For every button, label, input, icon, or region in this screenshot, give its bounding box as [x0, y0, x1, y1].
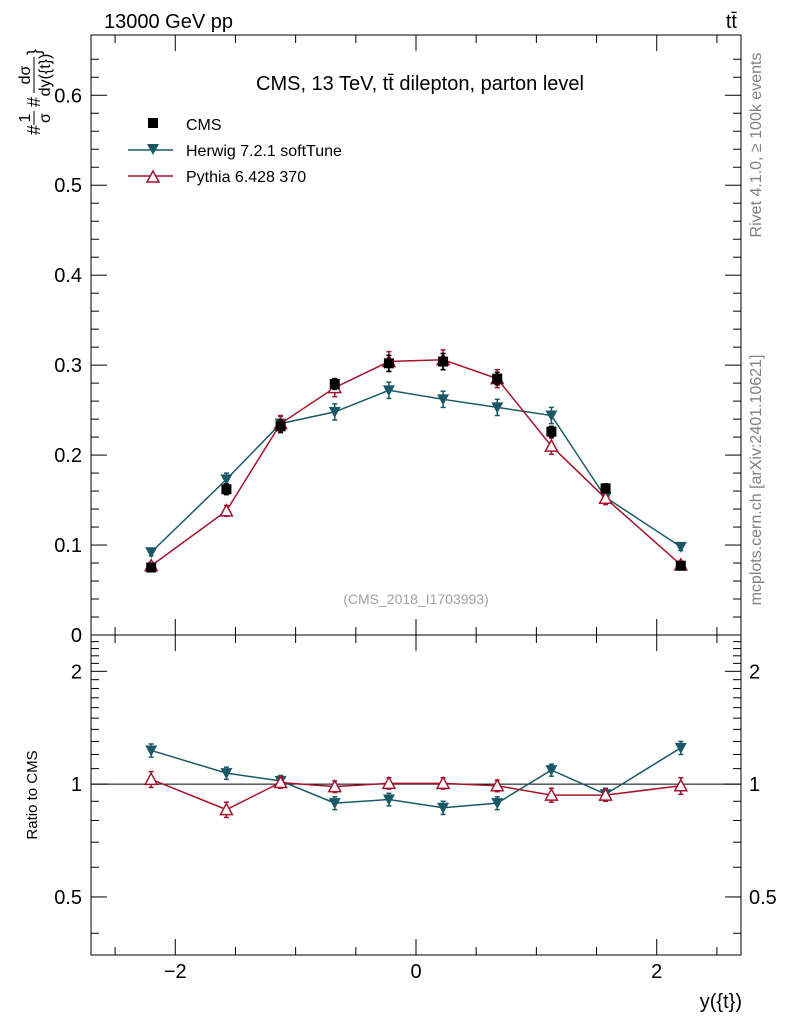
process-label: tt̄ — [726, 11, 738, 33]
ratio-series-1-line — [150, 747, 682, 809]
ylabel-prefix: # — [24, 125, 44, 135]
ratio-series-2-line — [150, 778, 681, 811]
ylabel-sigma: σ — [37, 113, 54, 123]
main-series-1-point — [545, 410, 558, 422]
main-series-1-point — [382, 385, 395, 397]
ratio-ytick-label: 0.5 — [54, 887, 82, 909]
x-tick-label: −2 — [164, 961, 187, 983]
ratio-series-2-point — [435, 775, 451, 790]
ratio-series-2-point — [489, 778, 505, 792]
ratio-series-1-point — [382, 794, 395, 806]
main-ytick-label: 0.3 — [54, 355, 82, 377]
ratio-ytick-label-right: 0.5 — [749, 887, 777, 909]
main-series-2-line — [150, 358, 682, 567]
main-ytick-label: 0 — [71, 625, 82, 647]
ratio-series-2-point — [273, 774, 288, 789]
legend-pythia-marker — [145, 169, 161, 183]
ylabel-dy: dy({t}) — [37, 54, 54, 97]
main-series-2-point — [544, 438, 559, 452]
main-series-cms-point — [600, 483, 611, 494]
legend: CMS Herwig 7.2.1 softTune Pythia 6.428 3… — [128, 117, 342, 186]
ylabel-mid: # — [24, 97, 44, 107]
ylabel-dsigma: dσ — [17, 65, 34, 84]
ratio-ytick-label-right: 2 — [749, 661, 760, 683]
main-ytick-label: 0.6 — [54, 85, 82, 107]
main-series-1-point — [220, 474, 233, 486]
main-series-1-point — [674, 541, 687, 553]
analysis-watermark: (CMS_2018_I1703993) — [343, 591, 489, 607]
ratio-ytick-label: 2 — [71, 661, 82, 683]
main-series-1-point — [491, 402, 504, 414]
energy-label: 13000 GeV pp — [104, 11, 233, 33]
x-tick-label: 2 — [651, 961, 662, 983]
mcplots-label: mcplots.cern.ch [arXiv:2401.10621] — [748, 355, 765, 606]
ratio-panel: 0.5 0.5 1 1 2 2 −2 0 2 — [54, 634, 777, 983]
ratio-series-1-point — [145, 745, 158, 757]
ylabel-one: 1 — [17, 113, 34, 122]
main-series-1-point — [145, 547, 158, 559]
main-series-cms-point — [221, 484, 232, 495]
legend-herwig-marker — [147, 144, 159, 155]
main-series-cms-point — [146, 562, 157, 573]
ratio-series-1-point — [545, 765, 558, 777]
legend-cms-label: CMS — [186, 117, 222, 134]
ylabel-suffix: } — [24, 49, 44, 55]
main-series-cms-point — [492, 373, 503, 384]
main-series-2-point — [219, 503, 234, 517]
main-ytick-label: 0.5 — [54, 175, 82, 197]
ratio-series-1-point — [328, 798, 341, 810]
ratio-ytick-label: 1 — [71, 774, 82, 796]
main-series-2-point — [598, 490, 613, 505]
ratio-series-2-point — [381, 775, 397, 790]
main-ytick-label: 0.1 — [54, 535, 82, 557]
ratio-series-1-point — [674, 742, 687, 754]
main-series-cms-point — [438, 356, 449, 367]
ratio-series-2-point — [327, 779, 343, 793]
ratio-ylabel: Ratio to CMS — [24, 750, 41, 839]
ratio-series-2-point — [219, 802, 234, 816]
legend-herwig-label: Herwig 7.2.1 softTune — [186, 143, 342, 160]
ratio-series-1-point — [437, 802, 450, 814]
rivet-label: Rivet 4.1.0, ≥ 100k events — [748, 53, 765, 238]
main-series-cms-point — [675, 560, 686, 571]
x-tick-label: 0 — [410, 961, 421, 983]
x-axis-label: y({t}) — [700, 991, 742, 1013]
main-series-cms-point — [275, 421, 286, 432]
main-ytick-label: 0.2 — [54, 445, 82, 467]
main-series-cms-point — [383, 358, 394, 369]
ratio-series-2-point — [673, 778, 689, 792]
ratio-ytick-label-right: 1 — [749, 774, 760, 796]
main-series-1-point — [437, 394, 450, 406]
main-panel: 0 0.1 0.2 0.3 0.4 0.5 0.6 — [54, 34, 742, 647]
legend-pythia-label: Pythia 6.428 370 — [186, 169, 306, 186]
plot-title: CMS, 13 TeV, tt̄ dilepton, parton level — [256, 73, 584, 95]
main-series-cms-point — [329, 379, 340, 390]
ratio-series-1-point — [491, 798, 504, 810]
ratio-series-2-point — [598, 787, 613, 801]
main-series-1-line — [150, 389, 682, 553]
ratio-series-2-point — [544, 787, 559, 801]
ratio-series-1-point — [220, 768, 233, 780]
legend-cms-marker — [148, 118, 158, 128]
main-ylabel: # 1 σ # dσ dy({t}) } — [17, 49, 54, 135]
main-series-cms-point — [546, 426, 557, 437]
ratio-series-2-point — [143, 771, 159, 786]
main-series-1-point — [328, 406, 341, 418]
main-ytick-label: 0.4 — [54, 265, 82, 287]
